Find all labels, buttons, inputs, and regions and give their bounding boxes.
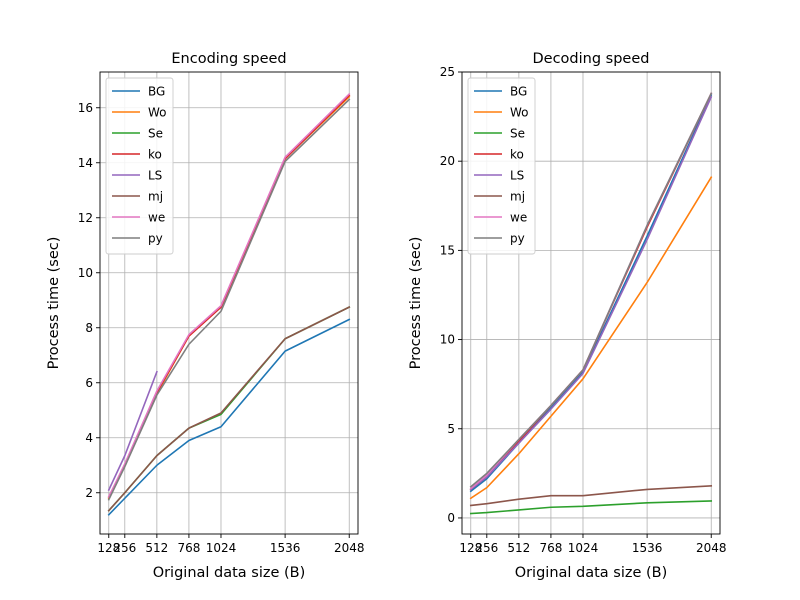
decoding-series-line-py — [469, 92, 713, 488]
encoding-grid — [100, 72, 358, 534]
decoding-x-tick-label: 768 — [539, 541, 562, 555]
encoding-legend-label-py: py — [148, 232, 163, 246]
decoding-x-tick-label: 256 — [475, 541, 498, 555]
decoding-y-tick-label: 15 — [440, 243, 455, 257]
encoding-y-tick-label: 16 — [78, 101, 93, 115]
decoding-chart-title: Decoding speed — [533, 51, 650, 67]
decoding-series-line-ls — [469, 95, 713, 491]
decoding-legend-label-bg: BG — [510, 85, 527, 99]
encoding-x-tick-label: 128 — [97, 541, 120, 555]
decoding-y-tick-label: 20 — [440, 154, 455, 168]
encoding-series-line-ls — [107, 370, 158, 492]
encoding-x-tick-label: 512 — [145, 541, 168, 555]
decoding-legend-box — [467, 77, 536, 255]
encoding-legend-label-wo: Wo — [148, 106, 167, 120]
decoding-x-axis-label: Original data size (B) — [515, 565, 668, 581]
encoding-legend-label-mj: mj — [148, 190, 163, 204]
encoding-series-line-mj — [107, 306, 351, 512]
decoding-y-tick-label: 10 — [440, 333, 455, 347]
decoding-series-line-wo — [469, 176, 713, 500]
encoding-chart-title: Encoding speed — [171, 51, 286, 67]
encoding-series-line-bg — [107, 318, 351, 516]
encoding-legend-box — [105, 77, 174, 255]
encoding-legend-label-se: Se — [148, 127, 163, 141]
decoding-legend-label-wo: Wo — [510, 106, 529, 120]
decoding-legend: BG Wo Se ko LS mj we py — [467, 77, 536, 255]
encoding-legend-label-ko: ko — [148, 148, 162, 162]
encoding-legend: BG Wo Se ko LS mj we py — [105, 77, 174, 255]
encoding-y-tick-label: 14 — [78, 156, 93, 170]
encoding-axes-frame — [99, 71, 359, 535]
decoding-x-tick-label: 1536 — [632, 541, 663, 555]
decoding-x-tick-label: 128 — [459, 541, 482, 555]
encoding-y-axis-label: Process time (sec) — [46, 237, 62, 370]
decoding-legend-label-mj: mj — [510, 190, 525, 204]
encoding-y-tick-label: 12 — [78, 211, 93, 225]
encoding-y-tick-label: 10 — [78, 266, 93, 280]
decoding-series-lines — [469, 92, 713, 515]
encoding-x-tick-label: 256 — [113, 541, 136, 555]
decoding-legend-label-ls: LS — [510, 169, 524, 183]
encoding-y-tick-label: 4 — [85, 431, 93, 445]
encoding-y-tick-label: 2 — [85, 486, 93, 500]
decoding-series-line-bg — [469, 94, 713, 493]
decoding-y-tick-label: 25 — [440, 65, 455, 79]
decoding-y-tick-label: 0 — [447, 511, 455, 525]
decoding-legend-label-se: Se — [510, 127, 525, 141]
encoding-y-tick-label: 6 — [85, 376, 93, 390]
encoding-speed-panel: Encoding speed Original data size (B) Pr… — [46, 51, 365, 581]
decoding-series-line-se — [469, 500, 713, 515]
decoding-legend-label-py: py — [510, 232, 525, 246]
encoding-x-tick-label: 1024 — [206, 541, 237, 555]
decoding-legend-label-we: we — [510, 211, 527, 225]
encoding-x-tick-label: 1536 — [270, 541, 301, 555]
encoding-legend-label-bg: BG — [148, 85, 165, 99]
encoding-x-tick-label: 2048 — [334, 541, 365, 555]
decoding-x-tick-label: 1024 — [568, 541, 599, 555]
decoding-y-tick-label: 5 — [447, 422, 455, 436]
decoding-y-axis-label: Process time (sec) — [408, 237, 424, 370]
encoding-x-axis-label: Original data size (B) — [153, 565, 306, 581]
encoding-y-tick-label: 8 — [85, 321, 93, 335]
decoding-speed-panel: Decoding speed Original data size (B) Pr… — [408, 51, 727, 581]
decoding-series-line-mj — [469, 484, 713, 507]
decoding-axes-frame — [461, 71, 721, 535]
encoding-x-tick-label: 768 — [177, 541, 200, 555]
encoding-legend-label-ls: LS — [148, 169, 162, 183]
decoding-legend-label-ko: ko — [510, 148, 524, 162]
encoding-series-lines — [107, 92, 351, 516]
encoding-legend-label-we: we — [148, 211, 165, 225]
encoding-series-line-we — [107, 92, 351, 498]
decoding-x-tick-label: 512 — [507, 541, 530, 555]
decoding-x-tick-label: 2048 — [696, 541, 727, 555]
encoding-series-line-py — [107, 98, 351, 501]
